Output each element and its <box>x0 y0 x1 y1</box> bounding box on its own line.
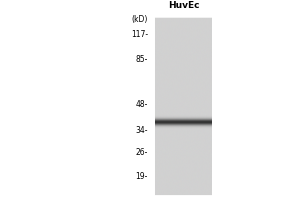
Text: (kD): (kD) <box>132 15 148 24</box>
Text: 19-: 19- <box>136 172 148 181</box>
Text: HuvEc: HuvEc <box>168 1 199 10</box>
Text: 34-: 34- <box>136 126 148 135</box>
Text: 48-: 48- <box>136 100 148 109</box>
Text: 85-: 85- <box>136 55 148 64</box>
Text: 26-: 26- <box>136 148 148 157</box>
Text: 117-: 117- <box>131 30 148 39</box>
